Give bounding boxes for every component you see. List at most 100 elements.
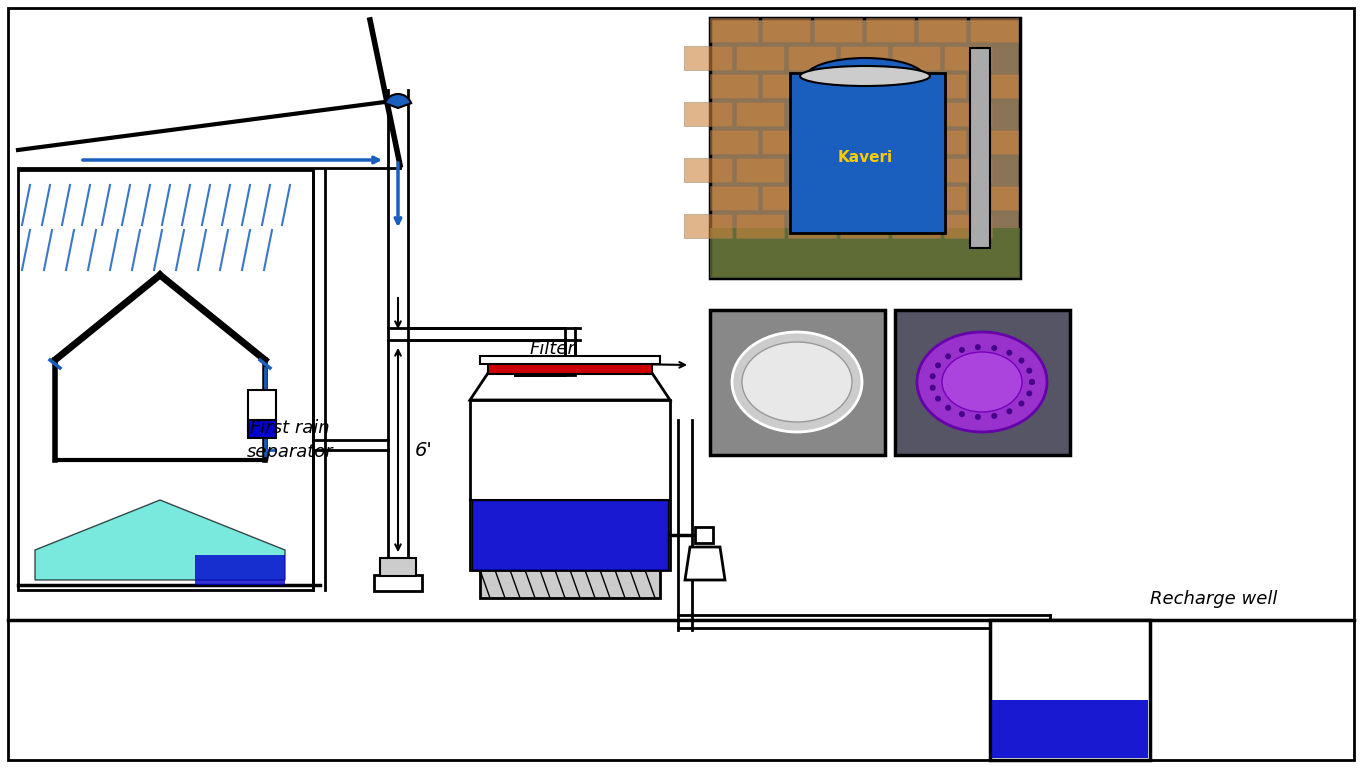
Bar bbox=[892, 102, 940, 126]
Bar bbox=[710, 310, 885, 455]
Bar bbox=[735, 46, 785, 70]
Bar bbox=[840, 46, 888, 70]
Bar bbox=[488, 362, 652, 374]
Bar bbox=[479, 570, 661, 598]
Bar bbox=[8, 620, 1354, 760]
Bar bbox=[195, 555, 285, 585]
Bar bbox=[944, 214, 992, 238]
Text: Recharge well: Recharge well bbox=[1150, 590, 1278, 608]
Bar bbox=[710, 18, 759, 42]
Bar bbox=[866, 74, 914, 98]
Bar bbox=[248, 420, 276, 438]
Text: 6': 6' bbox=[415, 441, 433, 459]
Bar bbox=[479, 356, 661, 364]
Bar bbox=[790, 73, 945, 233]
Bar bbox=[695, 527, 712, 543]
Circle shape bbox=[959, 347, 964, 353]
Bar bbox=[866, 130, 914, 154]
Wedge shape bbox=[385, 94, 411, 108]
Bar bbox=[892, 214, 940, 238]
Bar bbox=[918, 74, 966, 98]
Text: Kaveri: Kaveri bbox=[838, 151, 892, 165]
Bar bbox=[840, 102, 888, 126]
Bar bbox=[892, 158, 940, 182]
Bar bbox=[710, 74, 759, 98]
Bar bbox=[473, 500, 667, 570]
Circle shape bbox=[936, 362, 941, 369]
Bar bbox=[684, 102, 731, 126]
Bar bbox=[944, 46, 992, 70]
Circle shape bbox=[1027, 368, 1032, 374]
Bar bbox=[710, 18, 1020, 278]
Bar bbox=[918, 130, 966, 154]
Bar bbox=[710, 228, 1020, 278]
Text: First rain
separator: First rain separator bbox=[247, 419, 334, 461]
Bar bbox=[970, 186, 1017, 210]
Bar bbox=[866, 186, 914, 210]
Circle shape bbox=[930, 385, 936, 391]
Bar bbox=[761, 18, 810, 42]
Bar bbox=[470, 400, 670, 570]
Bar bbox=[789, 102, 836, 126]
Text: Filter: Filter bbox=[530, 340, 576, 358]
Ellipse shape bbox=[805, 58, 925, 98]
Circle shape bbox=[1019, 357, 1024, 363]
Bar bbox=[918, 186, 966, 210]
Circle shape bbox=[936, 396, 941, 402]
Bar bbox=[866, 18, 914, 42]
Bar bbox=[840, 214, 888, 238]
Bar bbox=[761, 74, 810, 98]
Bar bbox=[895, 310, 1071, 455]
Ellipse shape bbox=[917, 332, 1047, 432]
Circle shape bbox=[945, 353, 951, 359]
Bar bbox=[918, 18, 966, 42]
Polygon shape bbox=[470, 370, 670, 400]
Bar bbox=[735, 214, 785, 238]
Polygon shape bbox=[35, 500, 285, 580]
Bar bbox=[970, 48, 990, 248]
Bar bbox=[789, 158, 836, 182]
Bar bbox=[761, 186, 810, 210]
Bar bbox=[970, 130, 1017, 154]
Bar bbox=[789, 46, 836, 70]
Bar bbox=[892, 46, 940, 70]
Circle shape bbox=[930, 373, 936, 379]
Bar bbox=[992, 700, 1148, 758]
Bar bbox=[248, 390, 276, 430]
Circle shape bbox=[992, 413, 997, 419]
Bar bbox=[18, 170, 313, 590]
Bar bbox=[814, 186, 862, 210]
Bar bbox=[375, 575, 422, 591]
Bar bbox=[735, 158, 785, 182]
Ellipse shape bbox=[731, 332, 862, 432]
Bar bbox=[840, 158, 888, 182]
Bar bbox=[710, 186, 759, 210]
Circle shape bbox=[1030, 379, 1035, 385]
Bar bbox=[944, 158, 992, 182]
Bar bbox=[944, 102, 992, 126]
Circle shape bbox=[992, 345, 997, 351]
Circle shape bbox=[1007, 349, 1012, 356]
Circle shape bbox=[975, 344, 981, 350]
Circle shape bbox=[959, 411, 964, 417]
Bar bbox=[684, 214, 731, 238]
Bar bbox=[814, 74, 862, 98]
Circle shape bbox=[1007, 409, 1012, 414]
Bar bbox=[761, 130, 810, 154]
Bar bbox=[814, 18, 862, 42]
Ellipse shape bbox=[799, 66, 930, 86]
Bar bbox=[735, 102, 785, 126]
Circle shape bbox=[1027, 390, 1032, 396]
Bar bbox=[990, 620, 1150, 760]
Bar bbox=[970, 18, 1017, 42]
Bar bbox=[684, 158, 731, 182]
Bar bbox=[814, 130, 862, 154]
Bar bbox=[380, 558, 415, 576]
Bar bbox=[473, 500, 667, 570]
Circle shape bbox=[1019, 400, 1024, 406]
Circle shape bbox=[1030, 379, 1035, 385]
Bar bbox=[684, 46, 731, 70]
Ellipse shape bbox=[742, 342, 853, 422]
Bar bbox=[789, 214, 836, 238]
Bar bbox=[970, 74, 1017, 98]
